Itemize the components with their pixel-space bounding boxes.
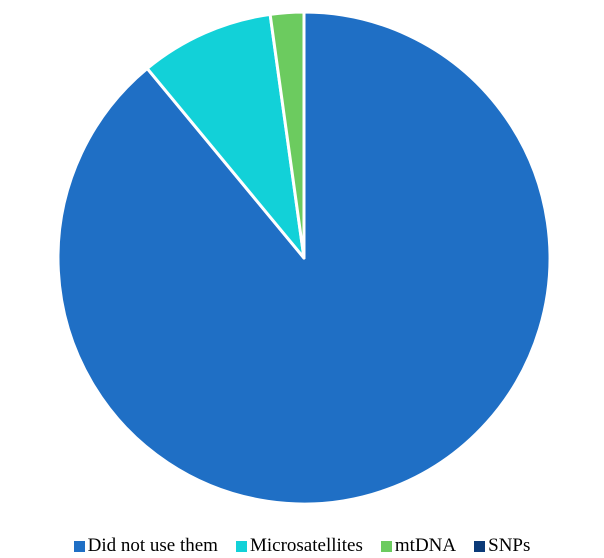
pie-slices [56, 10, 552, 506]
legend-swatch [235, 540, 247, 552]
legend-item-snps: SNPs [474, 536, 530, 556]
legend-item-did-not-use-them: Did not use them [73, 535, 218, 556]
legend-swatch [73, 540, 85, 552]
legend-item-microsatellites: Microsatellites [235, 535, 363, 556]
legend-label: SNPs [488, 535, 531, 556]
chart-legend: Did not use them Microsatellites mtDNA SNPs [0, 534, 604, 558]
legend-swatch [380, 540, 392, 552]
legend-swatch [474, 540, 486, 552]
legend-label: Did not use them [87, 535, 218, 556]
legend-item-mtdna: mtDNA [380, 535, 457, 556]
legend-label: mtDNA [394, 535, 457, 556]
pie-chart [56, 10, 552, 506]
legend-label: Microsatellites [249, 535, 363, 556]
pie-slice-mtdna [268, 10, 306, 260]
pie-slice-microsatellites [145, 12, 306, 260]
